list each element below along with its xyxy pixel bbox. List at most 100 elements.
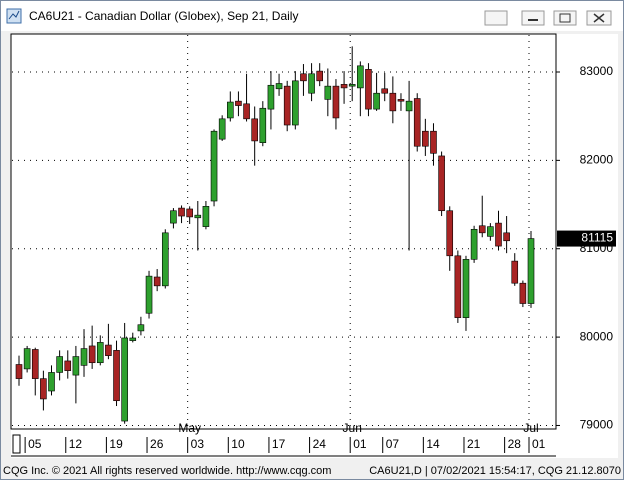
y-tick-label: 82000 xyxy=(580,153,614,167)
candle-body xyxy=(40,378,47,400)
x-tick-label: 19 xyxy=(109,437,123,451)
candle-body xyxy=(470,228,478,260)
status-bar: CQG Inc. © 2021 All rights reserved worl… xyxy=(1,463,623,479)
candle-body xyxy=(31,349,39,379)
candle-body xyxy=(105,344,112,356)
candle-body xyxy=(462,259,470,318)
candle-body xyxy=(56,356,63,373)
x-tick-label: 07 xyxy=(386,437,400,451)
candle-body xyxy=(511,260,519,284)
candle-body xyxy=(292,80,299,126)
candle-body xyxy=(430,130,437,154)
candle-body xyxy=(194,214,202,219)
candle-body xyxy=(300,73,307,82)
app-icon-line xyxy=(8,10,20,20)
x-tick-label: 14 xyxy=(426,437,440,451)
candle-body xyxy=(308,73,315,94)
candle-body xyxy=(413,98,421,147)
candle-body xyxy=(495,222,502,247)
copyright: CQG Inc. © 2021 All rights reserved worl… xyxy=(3,465,332,477)
candle-body xyxy=(48,372,55,392)
x-tick-label: 01 xyxy=(353,437,367,451)
candle-body xyxy=(348,84,356,87)
candle-body xyxy=(235,100,242,106)
candle-body xyxy=(161,232,169,287)
candle-body xyxy=(478,225,486,234)
candle-body xyxy=(283,85,291,126)
app-icon xyxy=(6,8,22,24)
candle-body xyxy=(137,324,145,332)
candle-body xyxy=(332,85,340,119)
candle-body xyxy=(129,337,137,341)
maximize-icon xyxy=(559,13,571,23)
x-tick-label: 12 xyxy=(69,437,83,451)
candle-body xyxy=(15,364,23,379)
candle-body xyxy=(438,155,445,212)
candle-body xyxy=(202,206,210,227)
status-info: CA6U21,D | 07/02/2021 15:54:17, CQG 21.1… xyxy=(369,465,621,477)
candle-body xyxy=(251,118,258,142)
candle-body xyxy=(145,275,153,314)
candle-body xyxy=(503,232,510,242)
candle-body xyxy=(357,65,364,89)
y-tick-label: 83000 xyxy=(580,64,614,78)
candle-body xyxy=(389,92,397,112)
last-price-label: 81115 xyxy=(581,231,613,245)
candle-body xyxy=(121,337,128,422)
plot-frame xyxy=(10,33,557,430)
candle-body xyxy=(275,83,283,90)
x-tick-label: 21 xyxy=(467,437,481,451)
x-tick-label: 26 xyxy=(150,437,164,451)
link-button[interactable] xyxy=(484,10,508,26)
candle-body xyxy=(405,100,413,112)
month-label: May xyxy=(178,421,201,435)
candle-body xyxy=(365,69,372,110)
month-label: Jun xyxy=(343,421,362,435)
candle-body xyxy=(210,130,218,202)
candle-body xyxy=(397,99,405,102)
y-tick-label: 79000 xyxy=(580,418,614,432)
candle-body xyxy=(186,208,193,218)
chart-background xyxy=(11,34,618,458)
x-tick-label: 01 xyxy=(532,437,546,451)
candle-body xyxy=(218,118,226,140)
month-label: Jul xyxy=(523,421,538,435)
candle-body xyxy=(88,345,96,364)
candle-body xyxy=(324,85,332,100)
candle-body xyxy=(64,360,72,371)
candle-body xyxy=(454,255,462,318)
title-icons xyxy=(6,8,612,26)
candle-body xyxy=(170,210,177,224)
candle-body xyxy=(519,282,527,304)
x-tick-label: 05 xyxy=(28,437,42,451)
candle-body xyxy=(80,348,88,366)
candle-body xyxy=(227,101,234,119)
candle-body xyxy=(178,207,185,217)
candle-body xyxy=(446,210,454,257)
candle-body xyxy=(487,226,494,237)
y-tick-label: 80000 xyxy=(580,329,614,343)
candle-body xyxy=(243,103,250,120)
candle-body xyxy=(267,84,275,110)
x-tick-label: 17 xyxy=(272,437,286,451)
candle-body xyxy=(23,348,31,370)
candle-body xyxy=(72,356,80,376)
close-icon xyxy=(593,13,605,23)
title-bar: CA6U21 - Canadian Dollar (Globex), Sep 2… xyxy=(1,1,623,31)
candle-body xyxy=(422,130,429,147)
x-tick-label: 28 xyxy=(508,437,522,451)
minimize-button[interactable] xyxy=(521,10,545,26)
candle-body xyxy=(381,88,389,94)
candle-body xyxy=(96,342,104,364)
candle-body xyxy=(316,70,323,82)
x-tick-label: 10 xyxy=(231,437,245,451)
x-tick-label: 24 xyxy=(313,437,327,451)
x-tick-label: 03 xyxy=(191,437,205,451)
last-price-box xyxy=(557,230,616,247)
candle-body xyxy=(527,238,535,304)
candle-body xyxy=(373,92,380,110)
candle-body xyxy=(113,350,120,402)
candle-body xyxy=(340,84,348,89)
scroll-marker xyxy=(12,434,21,454)
